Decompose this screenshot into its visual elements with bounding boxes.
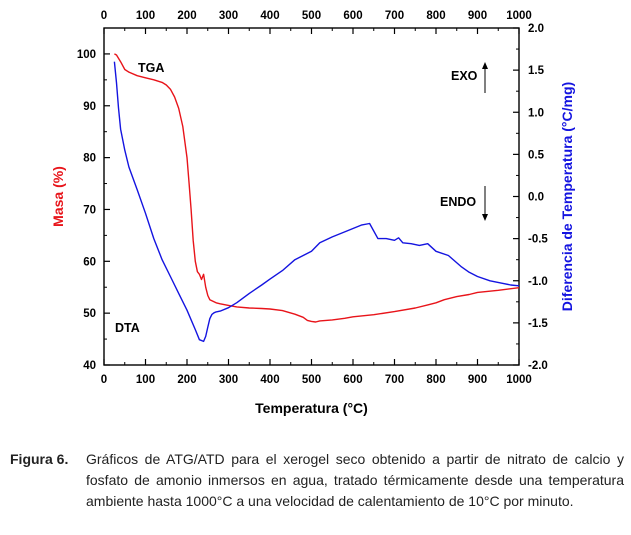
- series-line-tga: [114, 53, 520, 323]
- y-left-tick-label: 60: [83, 256, 96, 268]
- ttga-dta-chart: 0 0 100 100 200 200 300 300 400 400 500 500 600 600 70…: [50, 10, 575, 416]
- y-right-tick-label: -2.0: [528, 360, 548, 372]
- y-right-tick-label: -1.0: [528, 276, 548, 288]
- x-tick-label-top: 1000: [506, 10, 532, 22]
- exo-arrow-head: [482, 62, 488, 69]
- exo-label: EXO: [451, 69, 478, 83]
- x-tick-label-bottom: 1000: [506, 374, 532, 386]
- x-tick-label-top: 400: [260, 10, 279, 22]
- y-right-tick-label: 0.0: [528, 192, 544, 204]
- x-axis-title: Temperatura (°C): [255, 400, 368, 416]
- labels-group: 0 0 100 100 200 200 300 300 400 400 500 500 600 600 70…: [50, 10, 575, 416]
- y-left-tick-label: 40: [83, 360, 96, 372]
- x-tick-label-top: 500: [302, 10, 321, 22]
- tga-series-label: TGA: [138, 61, 164, 75]
- y-right-tick-label: 2.0: [528, 23, 544, 35]
- y-left-tick-label: 100: [77, 49, 96, 61]
- x-tick-label-top: 0: [101, 10, 107, 22]
- y-left-axis-title: Masa (%): [50, 166, 66, 227]
- x-tick-label-bottom: 700: [385, 374, 404, 386]
- y-left-tick-label: 50: [83, 308, 96, 320]
- x-tick-label-top: 600: [343, 10, 362, 22]
- y-right-tick-label: -1.5: [528, 318, 548, 330]
- x-tick-label-top: 900: [468, 10, 487, 22]
- marks-group: [113, 53, 520, 343]
- x-tick-label-bottom: 200: [177, 374, 196, 386]
- endo-label: ENDO: [440, 195, 476, 209]
- axes-group: [103, 27, 520, 366]
- x-tick-label-bottom: 300: [219, 374, 238, 386]
- y-left-tick-label: 70: [83, 204, 96, 216]
- x-tick-label-bottom: 600: [343, 374, 362, 386]
- x-tick-label-top: 800: [426, 10, 445, 22]
- x-tick-label-bottom: 0: [101, 374, 107, 386]
- endo-arrow-head: [482, 214, 488, 221]
- x-tick-label-bottom: 500: [302, 374, 321, 386]
- x-tick-label-bottom: 800: [426, 374, 445, 386]
- y-left-tick-label: 80: [83, 153, 96, 165]
- y-right-tick-label: 1.5: [528, 65, 545, 77]
- x-tick-label-top: 700: [385, 10, 404, 22]
- y-right-tick-label: 1.0: [528, 107, 544, 119]
- y-right-tick-label: 0.5: [528, 149, 545, 161]
- x-tick-label-bottom: 400: [260, 374, 279, 386]
- dta-series-label: DTA: [115, 321, 140, 335]
- x-tick-label-bottom: 900: [468, 374, 487, 386]
- x-tick-label-top: 300: [219, 10, 238, 22]
- y-left-tick-label: 90: [83, 101, 96, 113]
- caption-label: Figura 6.: [10, 451, 69, 467]
- x-tick-label-top: 200: [177, 10, 196, 22]
- x-tick-label-bottom: 100: [136, 374, 155, 386]
- series-line-dta: [113, 61, 520, 343]
- y-right-axis-title: Diferencia de Temperatura (°C/mg): [559, 82, 575, 311]
- y-right-tick-label: -0.5: [528, 234, 548, 246]
- x-tick-label-top: 100: [136, 10, 155, 22]
- caption-text: Gráficos de ATG/ATD para el xerogel seco…: [86, 451, 624, 509]
